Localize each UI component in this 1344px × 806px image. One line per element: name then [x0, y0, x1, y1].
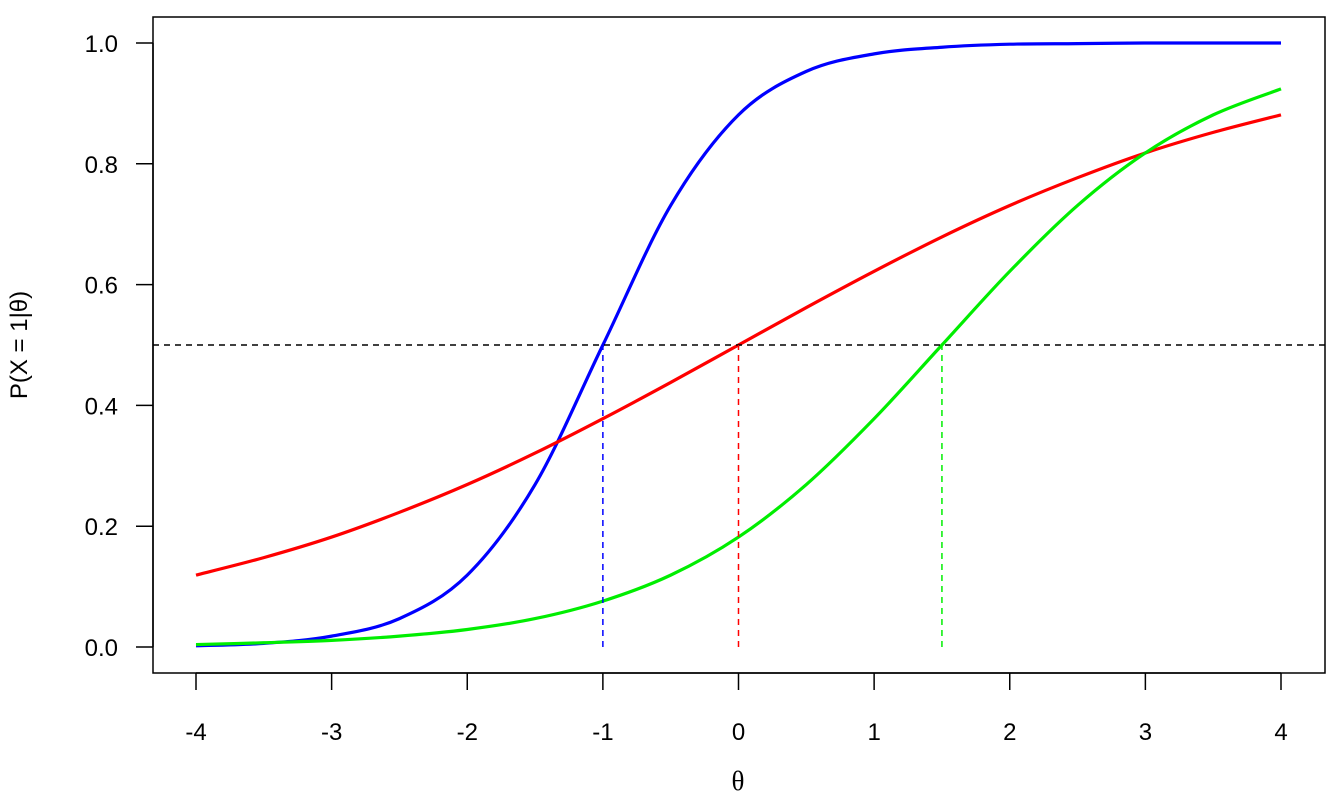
y-tick-label: 0.6 — [85, 273, 118, 300]
y-tick-label: 0.2 — [85, 514, 118, 541]
x-tick-label: 3 — [1139, 719, 1152, 746]
x-axis-title: θ — [732, 766, 745, 796]
y-tick-label: 0.8 — [85, 152, 118, 179]
y-axis: 0.0 0.2 0.4 0.6 0.8 1.0 — [85, 31, 154, 662]
x-tick-label: 4 — [1274, 719, 1287, 746]
y-tick-label: 0.0 — [85, 635, 118, 662]
x-tick-label: 1 — [867, 719, 880, 746]
reference-lines-layer — [153, 344, 1325, 647]
x-tick-label: -2 — [457, 719, 478, 746]
y-tick-label: 1.0 — [85, 31, 118, 58]
x-tick-label: -4 — [185, 719, 206, 746]
x-tick-label: -1 — [592, 719, 613, 746]
series-line-3 — [195, 87, 1282, 647]
y-tick-label: 0.4 — [85, 393, 118, 420]
y-axis-title: P(X = 1|θ) — [6, 291, 33, 399]
series-line-1 — [195, 41, 1281, 648]
x-tick-label: 2 — [1003, 719, 1016, 746]
x-axis: -4 -3 -2 -1 0 1 2 3 4 — [185, 672, 1288, 746]
x-tick-label: -3 — [321, 719, 342, 746]
x-tick-label: 0 — [732, 719, 745, 746]
